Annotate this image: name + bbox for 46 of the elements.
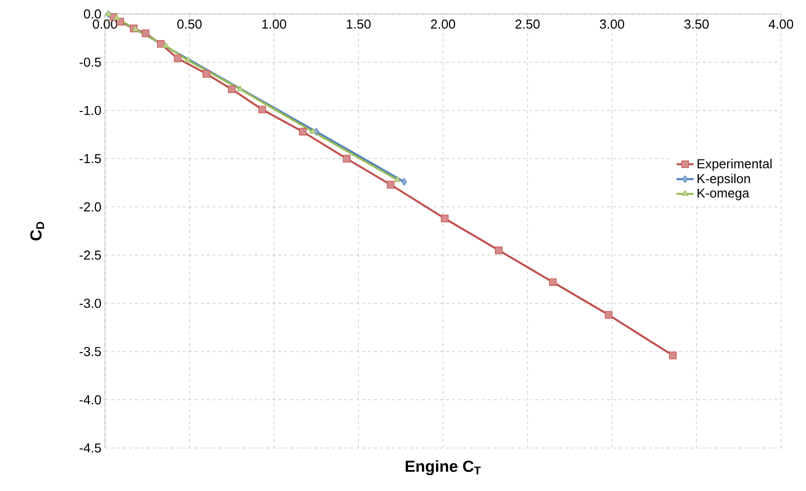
point [394, 176, 401, 182]
point [386, 180, 394, 188]
y-axis-title: C$_{D}$ [30, 222, 44, 240]
point [669, 352, 677, 360]
x-tick-label: 2.00 [431, 20, 456, 29]
y-tick-label: -0.5 [80, 58, 101, 67]
point [184, 56, 192, 62]
point [342, 154, 350, 162]
point [202, 70, 210, 78]
point [494, 246, 503, 254]
point [162, 42, 170, 48]
y-tick-label: -4.5 [80, 443, 101, 453]
point [114, 14, 120, 20]
x-tick-label: 2.50 [516, 20, 540, 29]
point [174, 54, 182, 62]
point [236, 85, 244, 92]
point [401, 178, 408, 186]
point [142, 30, 150, 38]
x-tick-label: 1.50 [346, 20, 371, 29]
y-tick-label: -2.5 [80, 250, 101, 260]
point [440, 214, 448, 222]
x-tick-label: 3.50 [684, 20, 709, 29]
x-tick-label: 4.00 [768, 20, 794, 29]
x-axis-title: Engine C$_{T}$ [406, 460, 481, 476]
point [132, 26, 139, 32]
y-tick-label: 0.0 [84, 9, 101, 19]
point [228, 85, 236, 94]
point [298, 128, 307, 136]
point [549, 278, 557, 286]
y-tick-label: -4.0 [80, 395, 101, 404]
point [604, 311, 612, 319]
x-tick-label: 0.00 [92, 20, 118, 29]
point [258, 106, 266, 114]
x-tick-label: 0.50 [177, 20, 202, 29]
y-tick-label: -3.0 [80, 298, 101, 308]
y-tick-label: -1.5 [80, 154, 101, 164]
legend-label: Experimental [698, 158, 772, 171]
y-tick-label: -1.0 [80, 106, 101, 116]
y-tick-label: -2.0 [80, 202, 101, 212]
y-tick-label: -3.5 [80, 346, 101, 356]
point [310, 128, 316, 134]
point [156, 40, 165, 48]
legend-label: K-epsilon [698, 174, 750, 186]
legend-label: K-omega [698, 188, 750, 200]
x-tick-label: 3.00 [600, 20, 624, 29]
x-tick-label: 1.00 [262, 20, 286, 29]
